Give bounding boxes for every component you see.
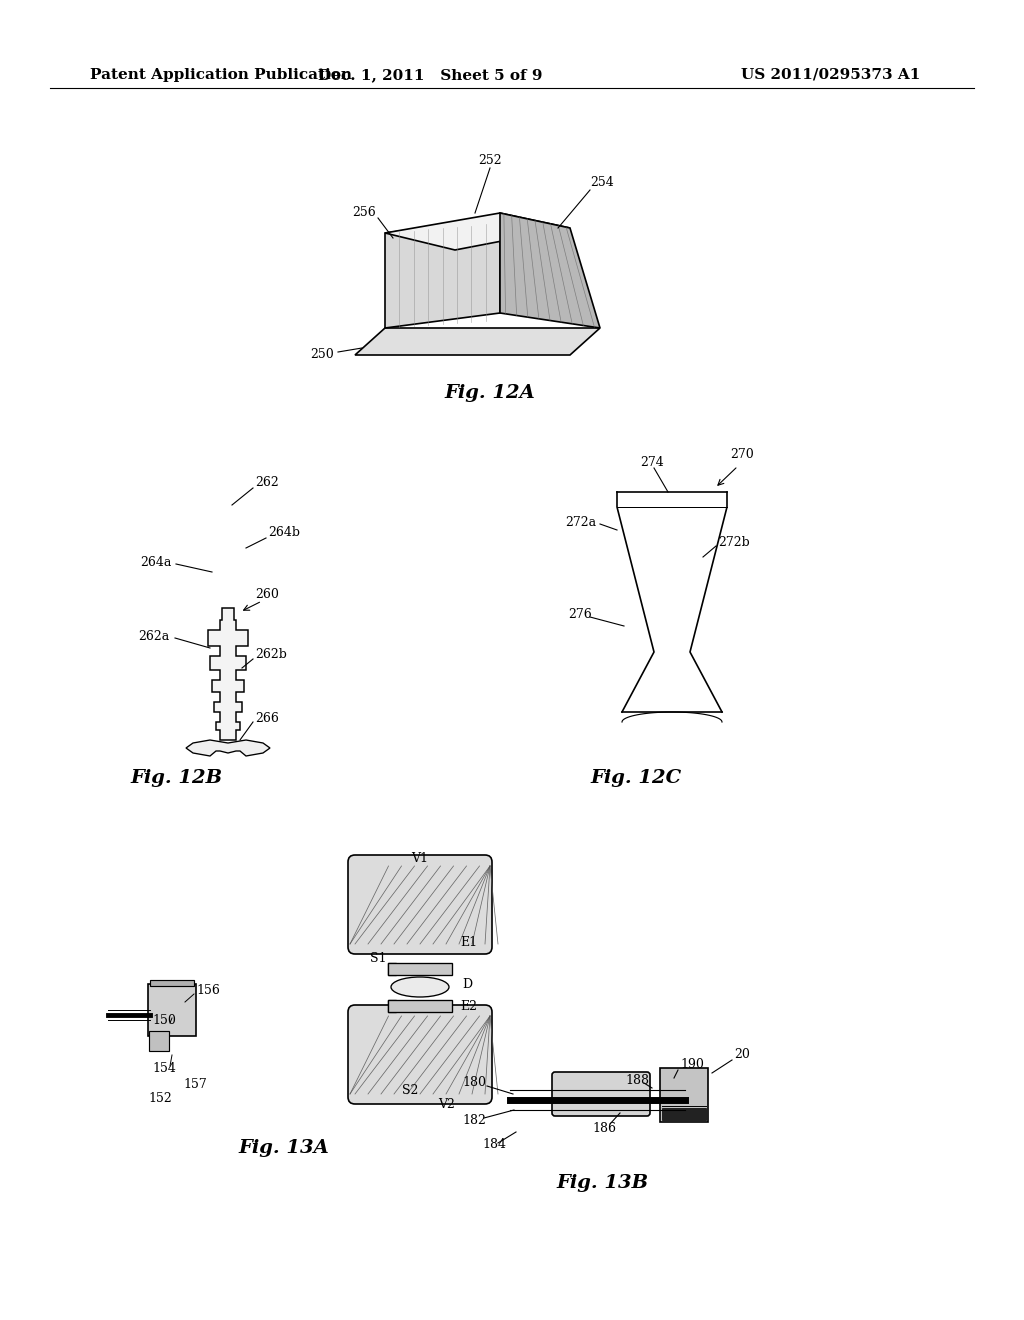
Text: 157: 157: [183, 1078, 207, 1092]
Text: US 2011/0295373 A1: US 2011/0295373 A1: [740, 69, 920, 82]
Text: 270: 270: [730, 449, 754, 462]
Text: 272a: 272a: [565, 516, 596, 528]
Text: S1: S1: [370, 952, 386, 965]
Text: 184: 184: [482, 1138, 506, 1151]
FancyBboxPatch shape: [660, 1068, 708, 1122]
Text: Fig. 12A: Fig. 12A: [444, 384, 536, 403]
Text: 252: 252: [478, 153, 502, 166]
Text: 256: 256: [352, 206, 376, 219]
Text: 154: 154: [152, 1061, 176, 1074]
Text: Fig. 12C: Fig. 12C: [590, 770, 681, 787]
FancyBboxPatch shape: [150, 1031, 169, 1051]
Text: 264b: 264b: [268, 527, 300, 540]
Bar: [388, 1001, 452, 1012]
Text: 180: 180: [462, 1077, 486, 1089]
Text: 264a: 264a: [140, 556, 171, 569]
Polygon shape: [208, 609, 248, 741]
Text: V1: V1: [412, 851, 428, 865]
FancyBboxPatch shape: [552, 1072, 650, 1115]
Bar: [150, 979, 194, 986]
FancyBboxPatch shape: [348, 1005, 492, 1104]
Text: Patent Application Publication: Patent Application Publication: [90, 69, 352, 82]
Text: 254: 254: [590, 177, 613, 190]
Text: E2: E2: [460, 999, 477, 1012]
Text: 190: 190: [680, 1059, 703, 1072]
Text: 150: 150: [152, 1014, 176, 1027]
Text: 156: 156: [196, 983, 220, 997]
FancyBboxPatch shape: [348, 855, 492, 954]
Text: 152: 152: [148, 1092, 172, 1105]
Text: 182: 182: [462, 1114, 485, 1126]
Text: E1: E1: [460, 936, 477, 949]
Text: 274: 274: [640, 455, 664, 469]
Text: Fig. 12B: Fig. 12B: [130, 770, 222, 787]
Bar: [662, 1107, 706, 1119]
Polygon shape: [385, 213, 570, 249]
Text: Fig. 13B: Fig. 13B: [556, 1173, 648, 1192]
Bar: [388, 1001, 396, 1012]
Text: 262b: 262b: [255, 648, 287, 660]
Text: V2: V2: [438, 1098, 455, 1111]
Polygon shape: [355, 327, 600, 355]
Polygon shape: [385, 218, 500, 327]
Polygon shape: [500, 213, 600, 327]
Bar: [388, 964, 396, 975]
Text: 266: 266: [255, 711, 279, 725]
Text: Dec. 1, 2011   Sheet 5 of 9: Dec. 1, 2011 Sheet 5 of 9: [317, 69, 543, 82]
Text: 276: 276: [568, 609, 592, 622]
Text: S2: S2: [402, 1084, 419, 1097]
Text: D: D: [462, 978, 472, 991]
Text: Fig. 13A: Fig. 13A: [238, 1139, 329, 1158]
Text: 188: 188: [625, 1073, 649, 1086]
Polygon shape: [186, 741, 270, 756]
Text: 260: 260: [255, 589, 279, 602]
Ellipse shape: [391, 977, 449, 997]
Text: 272b: 272b: [718, 536, 750, 549]
Text: 262: 262: [255, 475, 279, 488]
Text: 250: 250: [310, 348, 334, 362]
Text: 186: 186: [592, 1122, 616, 1134]
Text: 262a: 262a: [138, 630, 169, 643]
Bar: [388, 964, 452, 975]
FancyBboxPatch shape: [148, 983, 196, 1036]
Text: 20: 20: [734, 1048, 750, 1061]
